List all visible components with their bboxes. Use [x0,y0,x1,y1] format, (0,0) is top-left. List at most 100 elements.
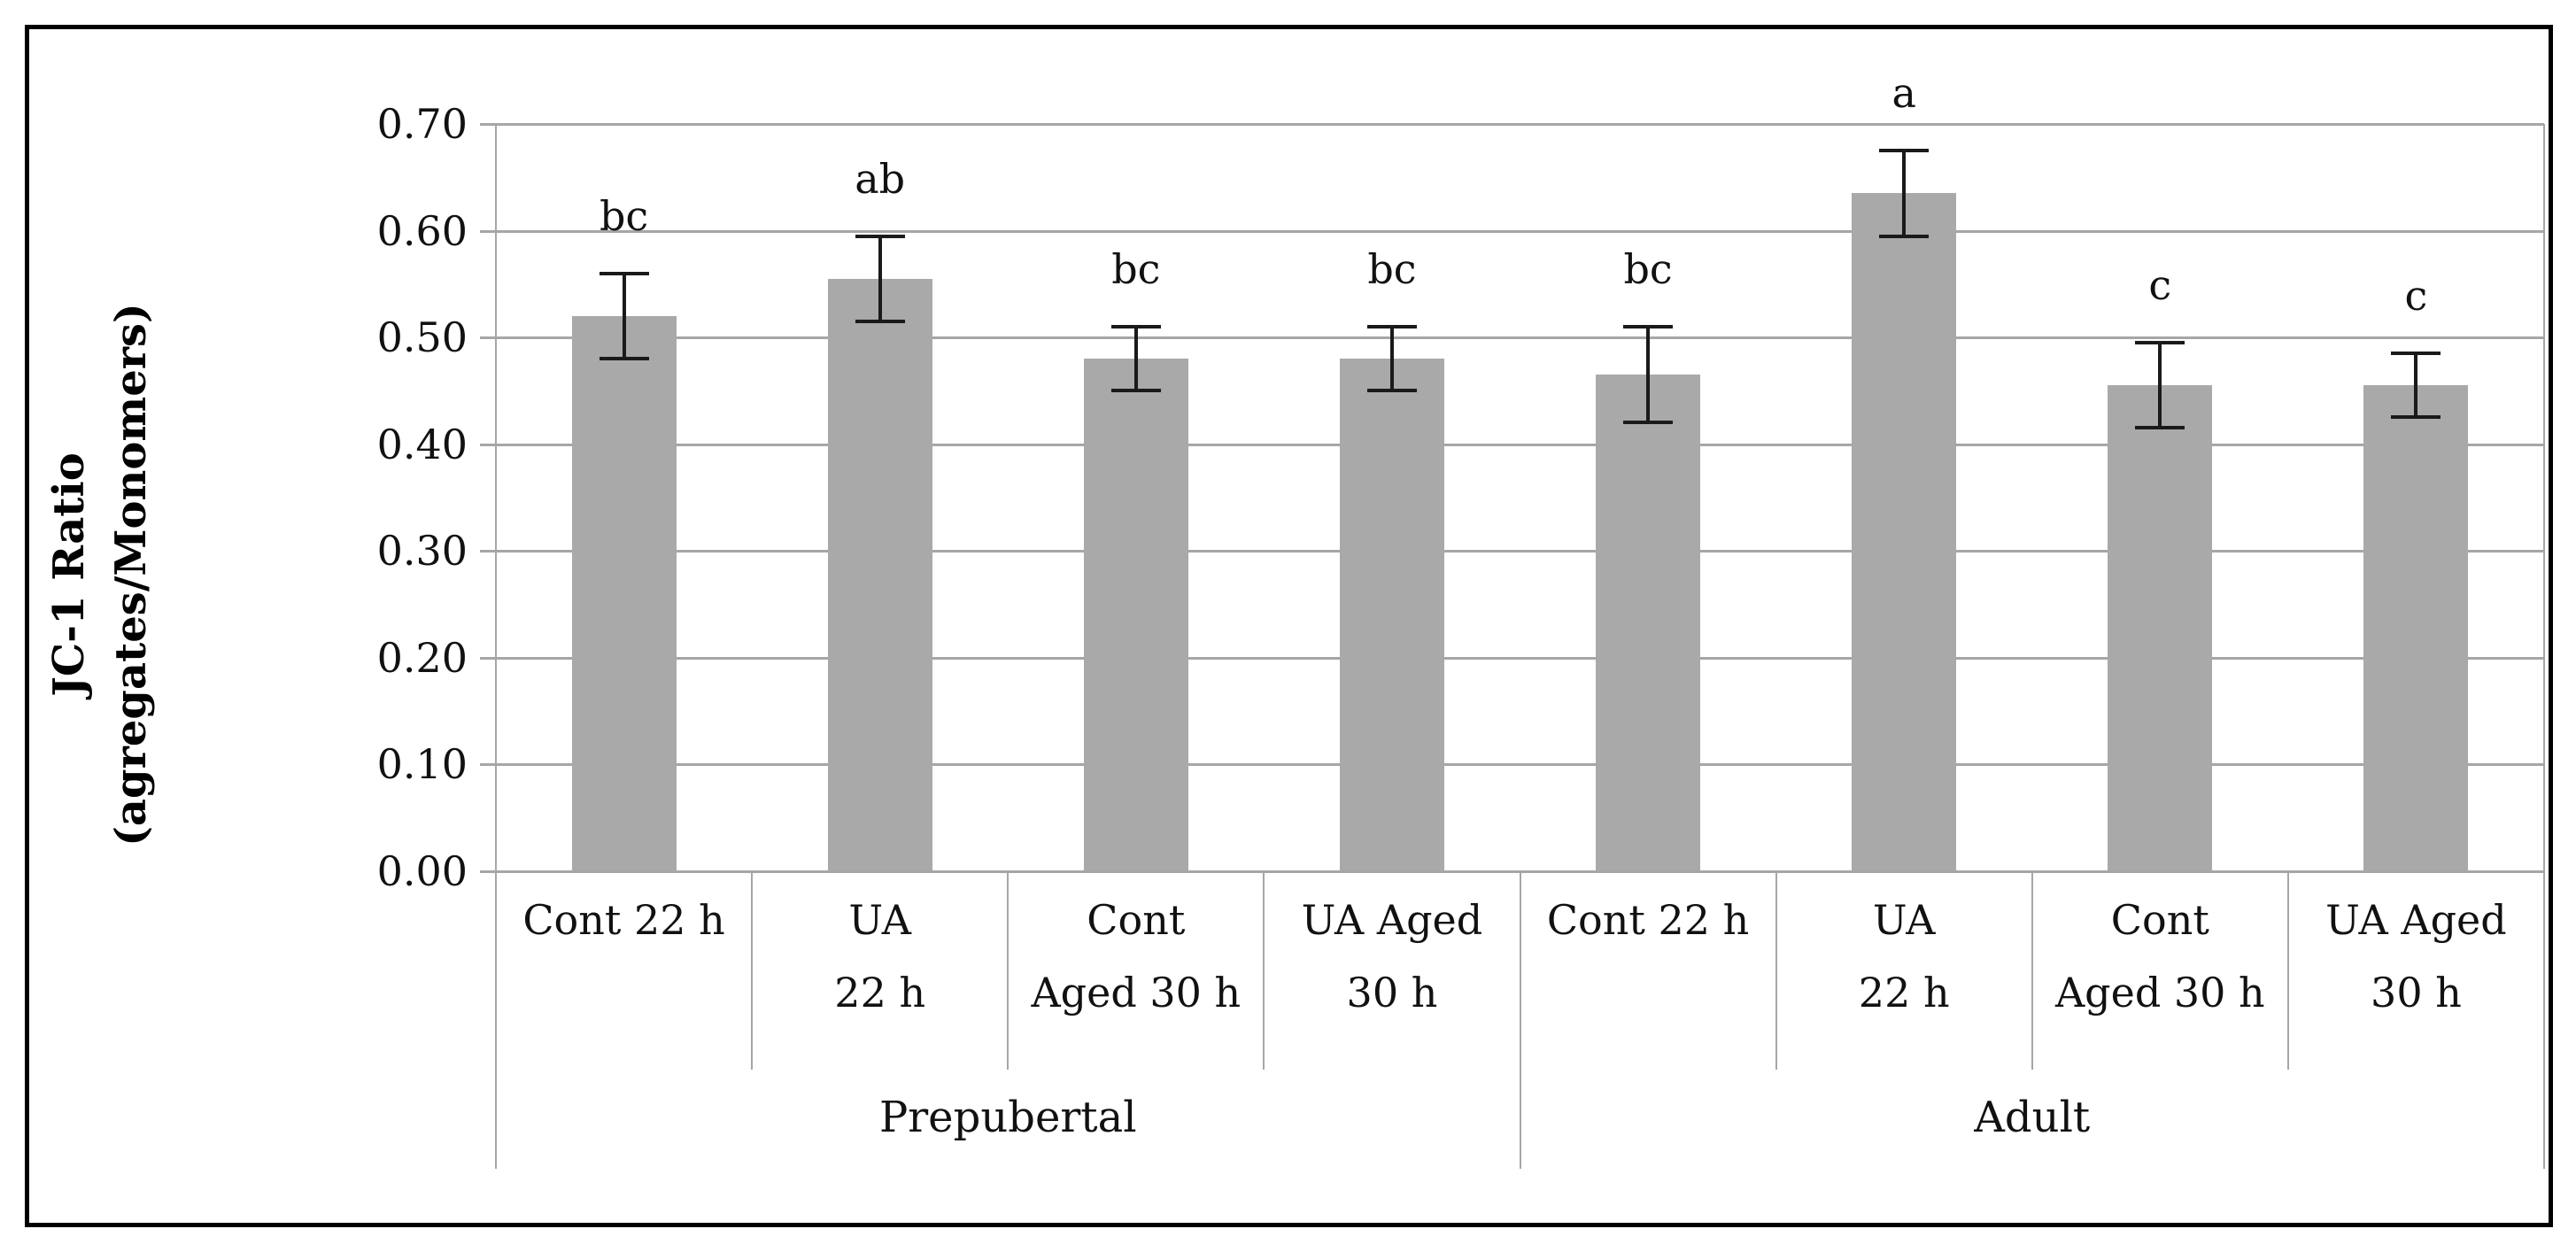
category-label-line: 30 h [2371,968,2462,1016]
y-tick-mark [480,550,496,553]
category-label-line: UA [1872,895,1936,944]
bar [571,315,677,871]
bar [1852,193,1957,871]
y-tick-mark [480,656,496,660]
y-tick-label: 0.10 [376,740,468,788]
error-bar-cap [1110,389,1161,393]
error-bar-cap [599,357,649,361]
y-axis-title-line: (agregates/Monomers) [106,303,156,846]
gridline [496,229,2544,233]
y-tick-label: 0.20 [376,633,468,682]
category-label-line: Aged 30 h [2054,968,2265,1016]
y-tick-mark [480,763,496,766]
y-axis-title: JC-1 Ratio (agregates/Monomers) [38,132,180,1017]
figure-frame: JC-1 Ratio (agregates/Monomers) 0.70 0.60 0… [25,25,2553,1227]
y-tick-mark [480,123,496,126]
group-label: Prepubertal [878,1093,1137,1142]
category-label: Cont 22 h [496,871,752,1070]
category-label-line: UA Aged [1301,895,1483,944]
y-tick-label: 0.60 [376,206,468,255]
category-label: UA Aged 30 h [1264,871,1520,1070]
category-separator [2286,870,2289,1070]
category-label: Cont Aged 30 h [2032,871,2288,1070]
significance-letter: bc [599,191,649,240]
category-label-line: UA Aged [2325,895,2507,944]
significance-letter: a [1891,69,1916,118]
bar [1083,359,1188,871]
significance-letter: c [2404,272,2428,321]
error-bar-cap [599,271,649,275]
significance-letter: c [2148,261,2172,310]
error-bar-cap [2391,415,2441,420]
category-label-line: Cont 22 h [522,895,725,944]
y-tick-label: 0.40 [376,420,468,468]
category-label-line: 22 h [834,968,926,1016]
gridline [496,763,2544,766]
error-bar [1646,326,1651,423]
category-label: UA 22 h [1776,871,2032,1070]
bar [827,278,932,871]
category-separator [1007,870,1010,1070]
significance-letter: bc [1111,244,1161,293]
category-label-line: 22 h [1858,968,1950,1016]
error-bar-cap [855,319,905,323]
bar [2363,385,2469,871]
category-label-line: Cont 22 h [1546,895,1750,944]
error-bar-cap [2391,352,2441,356]
group-label: Adult [1974,1093,2091,1142]
category-label: Cont 22 h [1520,871,1776,1070]
error-bar-cap [1110,324,1161,328]
gridline [496,336,2544,339]
bar [2108,385,2213,871]
category-separator [1775,870,1777,1070]
error-bar-cap [2135,426,2185,430]
error-bar-cap [1366,324,1417,328]
bar [1596,375,1701,871]
category-separator [751,870,754,1070]
y-tick-label: 0.30 [376,527,468,575]
category-separator [1263,870,1265,1070]
category-label-line: 30 h [1346,968,1438,1016]
y-tick-label: 0.70 [376,100,468,148]
error-bar [1389,326,1394,391]
y-axis-title-line: JC-1 Ratio [44,452,94,697]
error-bar [1133,326,1138,391]
gridline [496,123,2544,126]
y-tick-mark [480,229,496,233]
error-bar-cap [1623,421,1674,425]
y-tick-label: 0.00 [376,846,468,895]
category-label-line: Aged 30 h [1031,968,1242,1016]
plot-right-edge [2543,124,2545,1169]
y-tick-mark [480,336,496,339]
category-label-line: Cont [1087,895,1186,944]
error-bar-cap [855,234,905,238]
category-label-line: Cont [2110,895,2209,944]
y-tick-mark [480,443,496,446]
bar [1339,359,1444,871]
group-separator [1519,870,1521,1169]
error-bar-cap [1879,149,1930,153]
error-bar [1902,151,1907,236]
error-bar [622,273,626,359]
gridline [496,656,2544,660]
y-tick-mark [480,869,496,873]
category-label: UA Aged 30 h [2288,871,2544,1070]
error-bar [878,236,882,321]
error-bar-cap [1623,324,1674,328]
category-label: UA 22 h [752,871,1008,1070]
category-separator [2031,870,2033,1070]
category-label: Cont Aged 30 h [1008,871,1264,1070]
significance-letter: bc [1367,244,1417,293]
significance-letter: bc [1623,244,1673,293]
error-bar-cap [1366,389,1417,393]
gridline [496,443,2544,446]
significance-letter: ab [855,154,906,203]
error-bar-cap [1879,234,1930,238]
error-bar [2158,343,2162,429]
y-tick-label: 0.50 [376,313,468,361]
gridline [496,550,2544,553]
error-bar [2414,353,2418,418]
category-label-line: UA [848,895,911,944]
error-bar-cap [2135,341,2185,345]
y-axis-line [495,124,497,1169]
